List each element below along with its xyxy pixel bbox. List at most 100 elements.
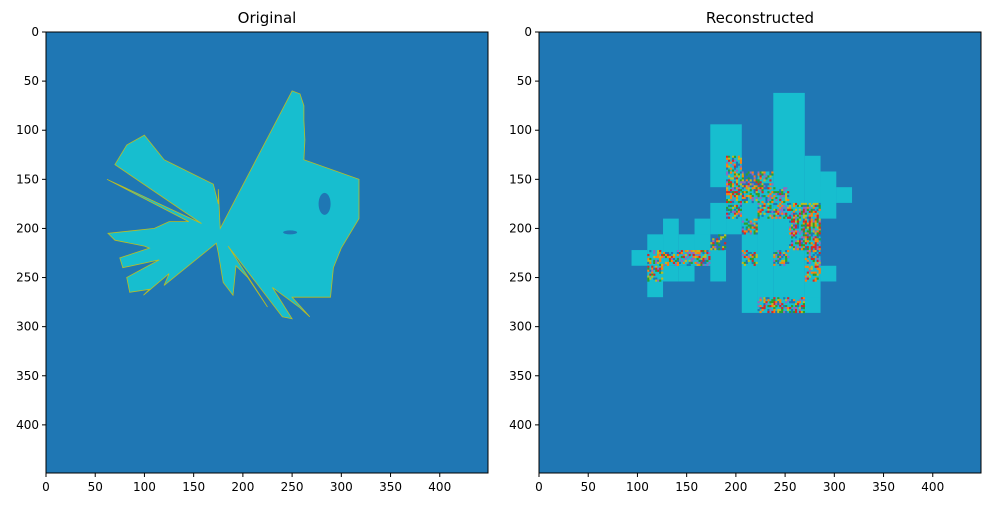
noise-pixel — [668, 255, 672, 259]
x-tick-label: 0 — [535, 480, 543, 494]
noise-pixel — [794, 224, 798, 227]
noise-pixel — [816, 255, 819, 259]
noise-pixel — [739, 171, 742, 174]
noise-pixel — [729, 161, 733, 164]
noise-pixel — [741, 230, 744, 233]
noise-pixel — [816, 214, 819, 217]
noise-pixel — [724, 236, 727, 239]
noise-pixel — [773, 255, 776, 259]
noise-pixel — [798, 208, 802, 211]
noise-pixel — [794, 220, 798, 223]
noise-pixel — [659, 259, 662, 263]
noise-pixel — [741, 226, 744, 229]
x-tick-label: 250 — [281, 480, 304, 494]
noise-pixel — [779, 255, 782, 259]
noise-pixel — [649, 269, 652, 272]
noise-pixel — [735, 165, 739, 168]
noise-pixel — [729, 185, 733, 188]
noise-pixel — [753, 230, 756, 233]
noise-pixel — [661, 255, 664, 259]
noise-pixel — [806, 250, 809, 253]
noise-pixel — [688, 263, 691, 266]
noise-pixel — [728, 193, 731, 196]
noise-pixel — [729, 197, 733, 200]
noise-pixel — [726, 155, 729, 158]
noise-pixel — [773, 195, 776, 198]
noise-pixel — [812, 238, 815, 241]
reconstructed-block — [631, 250, 648, 266]
noise-pixel — [781, 191, 784, 194]
noise-pixel — [735, 177, 739, 180]
noise-pixel — [702, 263, 705, 266]
noise-pixel — [798, 242, 802, 245]
noise-pixel — [773, 308, 776, 312]
noise-pixel — [796, 214, 800, 217]
noise-pixel — [753, 185, 756, 188]
noise-pixel — [751, 222, 754, 225]
noise-pixel — [751, 224, 754, 227]
noise-pixel — [674, 259, 678, 263]
noise-pixel — [726, 185, 729, 188]
noise-pixel — [751, 183, 754, 186]
reconstructed-block — [820, 171, 837, 219]
x-tick-label: 400 — [428, 480, 451, 494]
noise-pixel — [753, 261, 756, 264]
noise-pixel — [791, 305, 794, 308]
noise-pixel — [745, 230, 748, 233]
noise-pixel — [773, 305, 776, 308]
noise-pixel — [777, 259, 780, 263]
noise-pixel — [694, 255, 697, 259]
noise-pixel — [810, 242, 813, 245]
noise-pixel — [759, 210, 762, 213]
noise-pixel — [789, 228, 792, 231]
noise-pixel — [791, 234, 794, 237]
noise-pixel — [739, 159, 742, 162]
noise-pixel — [739, 167, 742, 170]
noise-pixel — [735, 193, 739, 196]
noise-pixel — [816, 208, 819, 211]
y-tick-label: 250 — [509, 271, 532, 285]
noise-pixel — [816, 248, 819, 251]
noise-pixel — [802, 212, 805, 215]
noise-pixel — [804, 248, 807, 251]
noise-pixel — [688, 261, 691, 264]
noise-pixel — [759, 173, 762, 176]
noise-pixel — [741, 191, 744, 194]
noise-pixel — [647, 267, 650, 270]
noise-pixel — [718, 240, 721, 243]
noise-pixel — [749, 253, 752, 257]
x-tick-label: 50 — [581, 480, 596, 494]
x-tick-label: 200 — [724, 480, 747, 494]
noise-pixel — [816, 202, 819, 206]
noise-pixel — [814, 246, 817, 249]
noise-pixel — [745, 255, 748, 259]
noise-pixel — [806, 236, 809, 239]
noise-pixel — [802, 244, 805, 247]
noise-pixel — [806, 273, 809, 276]
noise-pixel — [783, 253, 786, 257]
noise-pixel — [806, 248, 809, 251]
reconstructed-block — [757, 171, 774, 313]
noise-pixel — [659, 267, 662, 270]
noise-pixel — [785, 253, 788, 257]
noise-pixel — [769, 179, 772, 182]
noise-pixel — [696, 250, 699, 253]
noise-pixel — [808, 218, 811, 221]
noise-pixel — [816, 257, 819, 261]
noise-pixel — [647, 259, 650, 263]
noise-pixel — [767, 206, 770, 209]
noise-pixel — [755, 181, 758, 184]
noise-pixel — [816, 204, 819, 208]
noise-pixel — [735, 195, 739, 198]
noise-pixel — [779, 305, 782, 308]
noise-pixel — [743, 222, 746, 225]
x-tick-label: 350 — [379, 480, 402, 494]
noise-pixel — [670, 259, 674, 263]
noise-pixel — [745, 222, 748, 225]
noise-block — [710, 234, 727, 251]
noise-pixel — [802, 232, 805, 235]
noise-pixel — [798, 240, 802, 243]
noise-pixel — [781, 208, 784, 211]
noise-pixel — [739, 161, 742, 164]
noise-pixel — [726, 183, 729, 186]
